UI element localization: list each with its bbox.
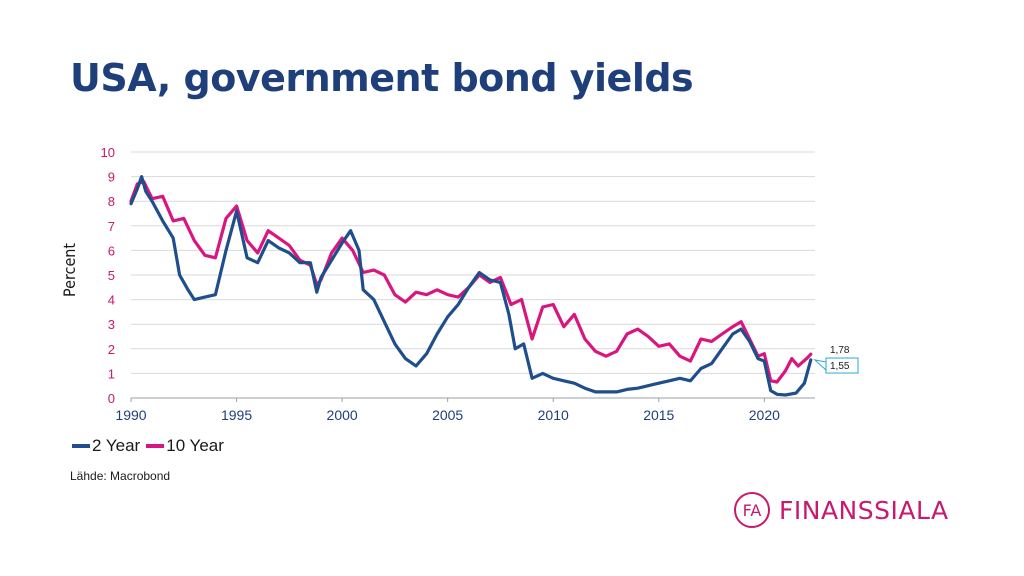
x-tick-2010: 2010 [538,407,569,423]
y-tick-7: 7 [108,219,115,234]
y-tick-2: 2 [108,342,115,357]
y-tick-8: 8 [108,194,115,209]
value-callouts: 1,78 1,55 [813,345,859,374]
legend-item-10-year: 10 Year [144,436,224,456]
x-axis-ticks: 1990 1995 2000 2005 2010 2015 2020 [115,398,780,423]
callout-2-year: 1,55 [830,361,850,372]
fa-logo-icon: FA [734,492,770,528]
y-tick-5: 5 [108,268,115,283]
y-tick-6: 6 [108,243,115,258]
y-axis-ticks: 0 1 2 3 4 5 6 7 8 9 10 [101,145,115,406]
legend: 2 Year 10 Year [70,436,228,456]
source-note: Lähde: Macrobond [70,469,171,483]
y-tick-3: 3 [108,317,115,332]
finanssiala-logo: FA FINANSSIALA [733,491,949,529]
y-tick-4: 4 [108,293,115,308]
legend-label-2-year: 2 Year [92,436,141,455]
logo-mark: FA [743,501,762,520]
gridlines [131,151,815,399]
callout-box-2-year [825,357,859,374]
x-tick-2000: 2000 [327,407,358,423]
series-line-2-year [129,175,813,397]
logo-name: FINANSSIALA [779,495,949,525]
legend-label-10-year: 10 Year [166,436,224,455]
x-tick-2020: 2020 [749,407,780,423]
x-tick-1995: 1995 [221,407,252,423]
series-lines [129,175,813,397]
page-title: USA, government bond yields [70,56,694,100]
y-tick-0: 0 [108,391,115,406]
x-tick-2015: 2015 [643,407,674,423]
callout-pointer-2-year [813,359,827,372]
legend-swatch-10-year [146,444,165,448]
y-tick-9: 9 [108,170,115,185]
legend-item-2-year: 2 Year [70,436,140,456]
x-tick-2005: 2005 [432,407,463,423]
x-tick-1990: 1990 [115,407,146,423]
y-tick-10: 10 [101,145,115,160]
callout-10-year: 1,78 [830,345,850,356]
y-tick-1: 1 [108,366,115,381]
legend-swatch-2-year [72,444,90,448]
